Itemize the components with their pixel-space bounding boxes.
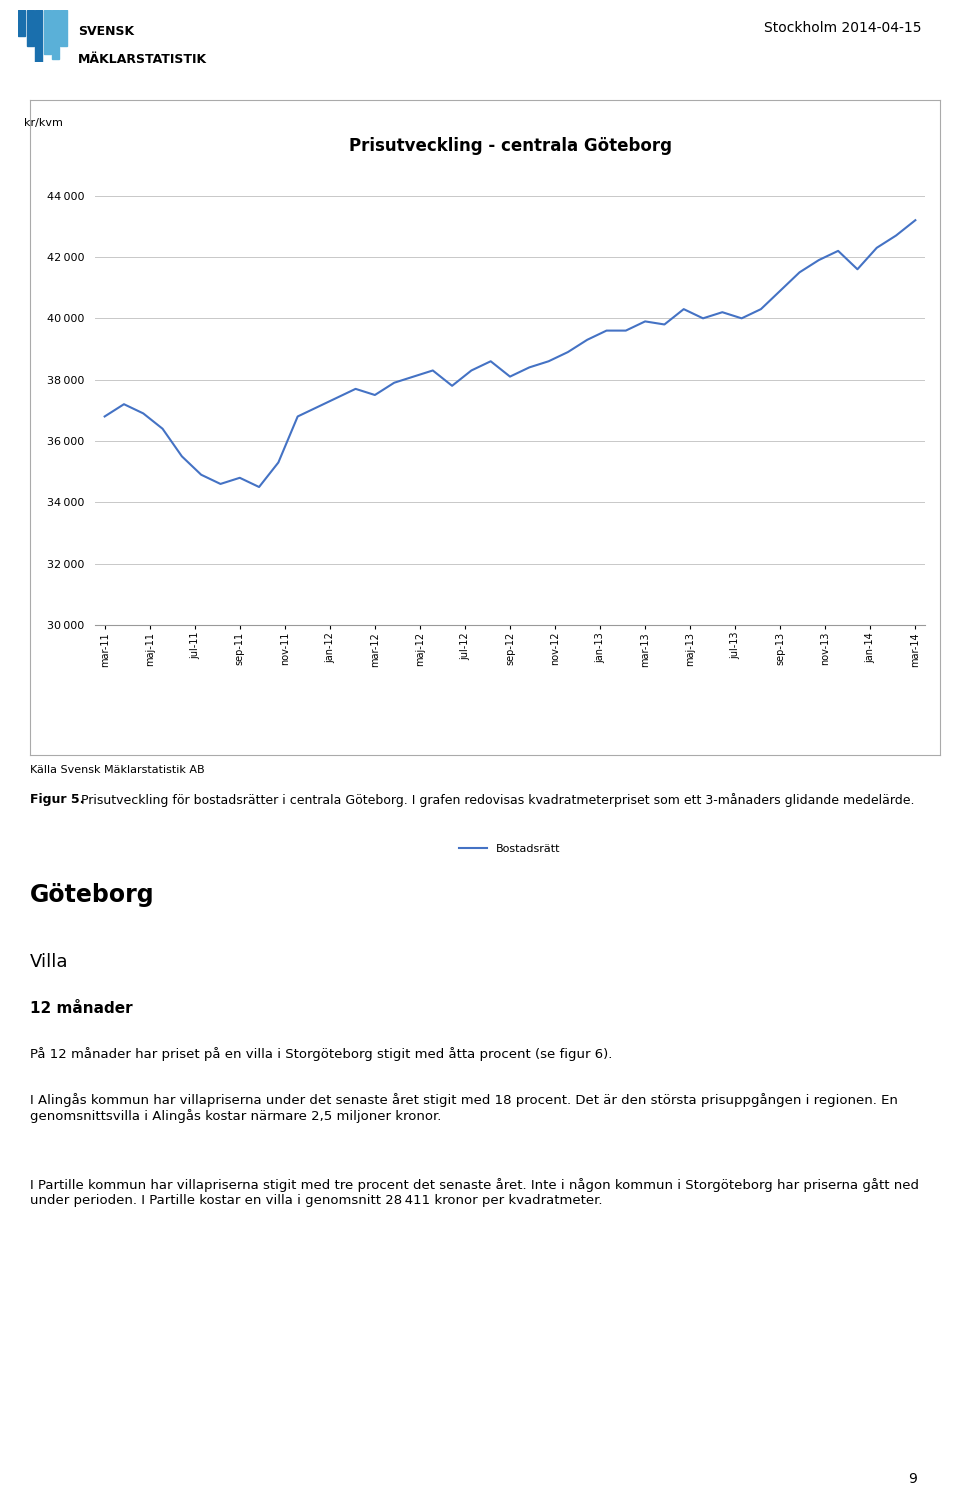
Text: Källa Svensk Mäklarstatistik AB: Källa Svensk Mäklarstatistik AB <box>30 765 204 776</box>
Text: 12 månader: 12 månader <box>30 1001 132 1017</box>
Legend: Bostadsrätt: Bostadsrätt <box>455 840 565 858</box>
Text: kr/kvm: kr/kvm <box>24 117 63 128</box>
Bar <box>52 11 60 59</box>
Bar <box>43 11 51 54</box>
Text: MÄKLARSTATISTIK: MÄKLARSTATISTIK <box>78 53 207 66</box>
Bar <box>27 11 34 47</box>
Text: Stockholm 2014-04-15: Stockholm 2014-04-15 <box>764 21 922 35</box>
Bar <box>18 11 25 36</box>
Text: I Partille kommun har villapriserna stigit med tre procent det senaste året. Int: I Partille kommun har villapriserna stig… <box>30 1178 919 1206</box>
Bar <box>60 11 67 47</box>
Text: Figur 5.: Figur 5. <box>30 794 84 806</box>
Text: På 12 månader har priset på en villa i Storgöteborg stigit med åtta procent (se : På 12 månader har priset på en villa i S… <box>30 1047 612 1060</box>
Text: Göteborg: Göteborg <box>30 883 155 907</box>
Bar <box>36 11 42 62</box>
Title: Prisutveckling - centrala Göteborg: Prisutveckling - centrala Göteborg <box>348 137 671 155</box>
Text: I Alingås kommun har villapriserna under det senaste året stigit med 18 procent.: I Alingås kommun har villapriserna under… <box>30 1093 898 1123</box>
Text: 9: 9 <box>908 1471 917 1486</box>
Text: Prisutveckling för bostadsrätter i centrala Göteborg. I grafen redovisas kvadrat: Prisutveckling för bostadsrätter i centr… <box>77 794 915 807</box>
Text: Villa: Villa <box>30 953 68 971</box>
Text: SVENSK: SVENSK <box>78 24 134 38</box>
